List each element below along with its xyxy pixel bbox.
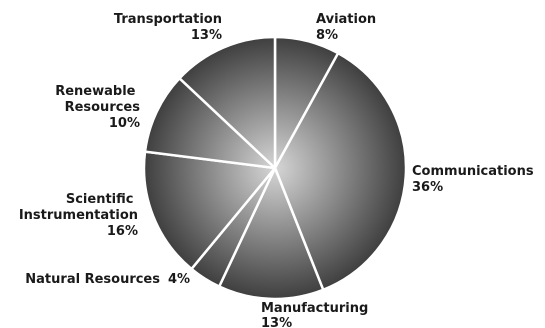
slice-value-renewable-resources: 10% (109, 116, 140, 131)
slice-label-communications: Communications (412, 164, 534, 179)
pie-slices (142, 35, 408, 301)
pie-slice-manufacturing (217, 166, 325, 301)
pie-slice-transportation (178, 35, 277, 170)
slice-label-scientific-instrumentation: Scientific Instrumentation (19, 192, 138, 223)
slice-label-aviation: Aviation (316, 12, 376, 27)
slice-label-renewable-resources: Renewable Resources (55, 84, 140, 115)
slice-label-transportation: Transportation (114, 12, 222, 27)
slice-label-renewable-resources-line2: Resources (65, 100, 141, 115)
slice-value-aviation: 8% (316, 28, 338, 43)
slice-value-transportation: 13% (191, 28, 222, 43)
slice-value-natural-resources: 4% (168, 272, 190, 287)
pie-slice-renewable-resources (143, 77, 277, 170)
slice-value-manufacturing: 13% (261, 316, 292, 328)
pie-slice-communications (273, 51, 408, 292)
slice-value-scientific-instrumentation: 16% (107, 224, 138, 239)
slice-label-renewable-resources-line1: Renewable (55, 84, 135, 99)
slice-label-natural-resources: Natural Resources (25, 272, 160, 287)
slice-label-scientific-instrumentation-line1: Scientific (66, 192, 134, 207)
slice-value-communications: 36% (412, 180, 443, 195)
pie-slice-scientific-instrumentation (142, 150, 277, 271)
slice-label-manufacturing: Manufacturing (261, 301, 368, 316)
slice-label-scientific-instrumentation-line2: Instrumentation (19, 208, 138, 223)
